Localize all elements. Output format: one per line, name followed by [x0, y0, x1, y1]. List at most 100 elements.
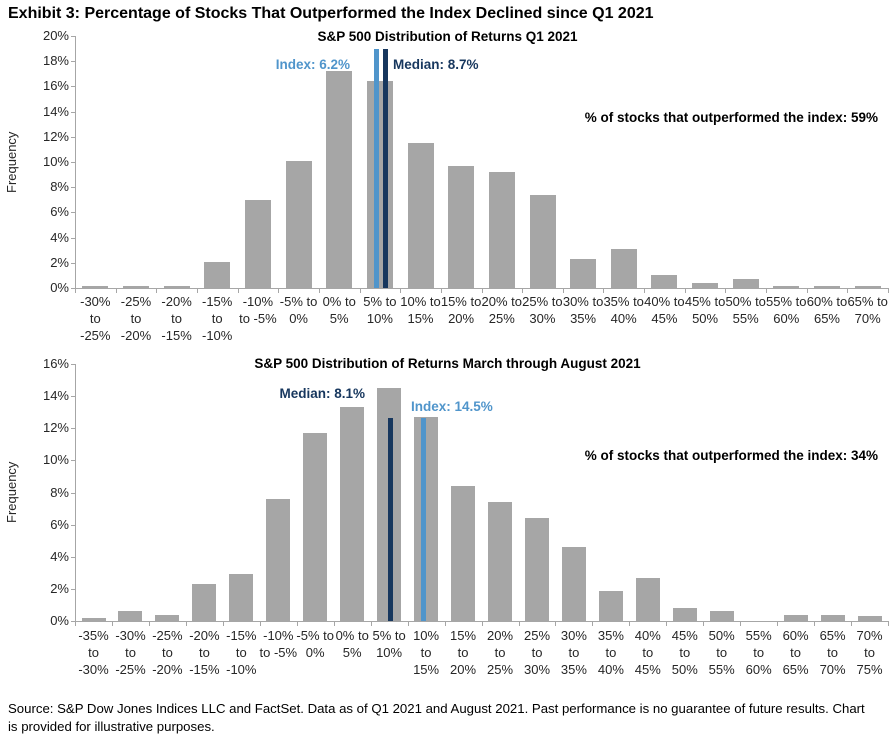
x-tick-label: 10% to 15% — [413, 628, 440, 677]
bar — [326, 71, 353, 288]
x-axis-tick — [851, 621, 852, 626]
x-axis-tick — [75, 288, 76, 293]
y-axis-tick — [71, 428, 75, 430]
y-axis-label: Frequency — [4, 461, 19, 523]
bar — [635, 577, 660, 621]
bar — [488, 502, 512, 621]
x-axis-tick — [806, 288, 808, 293]
x-tick-label: 35% to 40% — [597, 628, 624, 677]
chart-title-q1-2021: S&P 500 Distribution of Returns Q1 2021 — [317, 29, 578, 44]
x-tick-label: 55% to 60% — [766, 294, 807, 326]
x-axis-tick — [259, 621, 261, 626]
bar — [244, 199, 271, 288]
x-tick-label: 15% to 20% — [440, 294, 482, 326]
x-axis-tick — [237, 288, 239, 293]
bar — [814, 285, 840, 288]
x-axis-tick — [518, 621, 520, 626]
x-tick-label: -15% to -10% — [226, 628, 257, 677]
x-tick-label: 45% to 50% — [684, 294, 726, 326]
x-axis-tick — [814, 621, 816, 626]
y-tick-label: 12% — [42, 420, 69, 436]
x-tick-label: 20% to 25% — [481, 294, 523, 326]
bar — [192, 584, 217, 621]
y-tick-label: 10% — [42, 452, 69, 468]
y-axis-tick — [71, 621, 75, 622]
bar — [692, 283, 719, 288]
bar — [266, 498, 291, 621]
x-axis-tick — [522, 288, 524, 293]
x-axis-tick — [629, 621, 631, 626]
y-axis-tick — [71, 212, 75, 214]
x-axis-tick — [592, 621, 594, 626]
x-tick-label: 45% to 50% — [671, 628, 698, 677]
y-tick-label: 8% — [50, 484, 69, 500]
y-tick-label: 4% — [50, 229, 69, 245]
y-axis-tick — [71, 588, 75, 590]
x-tick-label: 40% to 45% — [644, 294, 685, 326]
y-axis-tick — [71, 61, 75, 63]
bar — [732, 279, 759, 288]
x-axis-tick — [777, 621, 779, 626]
bar — [82, 285, 109, 288]
bar — [651, 275, 678, 288]
y-axis-tick — [71, 524, 75, 526]
x-tick-label: 60% to 65% — [782, 628, 809, 677]
x-tick-label: 10% to 15% — [400, 294, 441, 326]
y-tick-label: 2% — [50, 580, 69, 596]
x-tick-label: 0% to 5% — [322, 294, 356, 326]
y-axis-tick — [71, 162, 75, 163]
bar — [672, 608, 697, 621]
x-axis-tick — [888, 621, 889, 626]
y-tick-label: 14% — [42, 388, 69, 404]
x-tick-label: -10% to -5% — [239, 294, 277, 326]
y-axis-label: Frequency — [4, 131, 19, 193]
x-tick-label: -20% to -15% — [189, 628, 220, 677]
bar — [561, 547, 586, 621]
y-tick-label: 6% — [50, 516, 69, 532]
chart-title-mar-aug-2021: S&P 500 Distribution of Returns March th… — [254, 356, 641, 371]
x-tick-label: 70% to 75% — [856, 628, 883, 677]
x-axis-tick — [115, 288, 117, 293]
y-tick-label: 16% — [42, 78, 69, 94]
x-axis-tick — [400, 288, 402, 293]
y-axis-tick — [71, 396, 75, 398]
x-tick-label: 30% to 35% — [560, 628, 587, 677]
bar — [229, 574, 254, 621]
x-axis-tick — [296, 621, 298, 626]
x-axis-tick — [666, 621, 668, 626]
x-tick-label: 65% to 70% — [819, 628, 846, 677]
y-tick-label: 4% — [50, 548, 69, 564]
x-tick-label: 50% to 55% — [725, 294, 766, 326]
y-tick-label: 20% — [42, 28, 69, 43]
index-marker-label: Index: 6.2% — [275, 57, 350, 72]
y-axis-tick — [71, 288, 75, 289]
median-marker-line — [388, 418, 393, 621]
source-note: Source: S&P Dow Jones Indices LLC and Fa… — [8, 701, 865, 734]
x-axis-tick — [440, 288, 442, 293]
x-tick-label: -5% to 0% — [279, 294, 318, 326]
y-tick-label: 10% — [42, 154, 69, 169]
x-tick-label: 35% to 40% — [603, 294, 644, 326]
x-axis-tick — [112, 621, 113, 626]
index-marker-line — [421, 418, 426, 621]
bar — [81, 617, 106, 621]
x-tick-label: 65% to 70% — [847, 294, 888, 326]
x-axis-tick — [148, 621, 150, 626]
outperform-annotation: % of stocks that outperformed the index:… — [584, 448, 878, 463]
median-marker-line — [383, 49, 388, 288]
x-tick-label: 15% to 20% — [449, 628, 477, 677]
bar — [773, 285, 800, 288]
index-marker-line — [374, 49, 379, 288]
x-axis-tick — [156, 288, 158, 293]
y-axis-tick — [71, 86, 75, 88]
bar — [366, 81, 393, 288]
x-axis-tick — [444, 621, 446, 626]
median-marker-label: Median: 8.7% — [393, 57, 479, 72]
y-axis-tick — [71, 237, 75, 239]
x-tick-label: 25% to 30% — [522, 294, 563, 326]
bar — [529, 194, 556, 288]
bar — [204, 261, 231, 288]
x-tick-label: 60% to 65% — [806, 294, 848, 326]
bar — [820, 614, 845, 621]
